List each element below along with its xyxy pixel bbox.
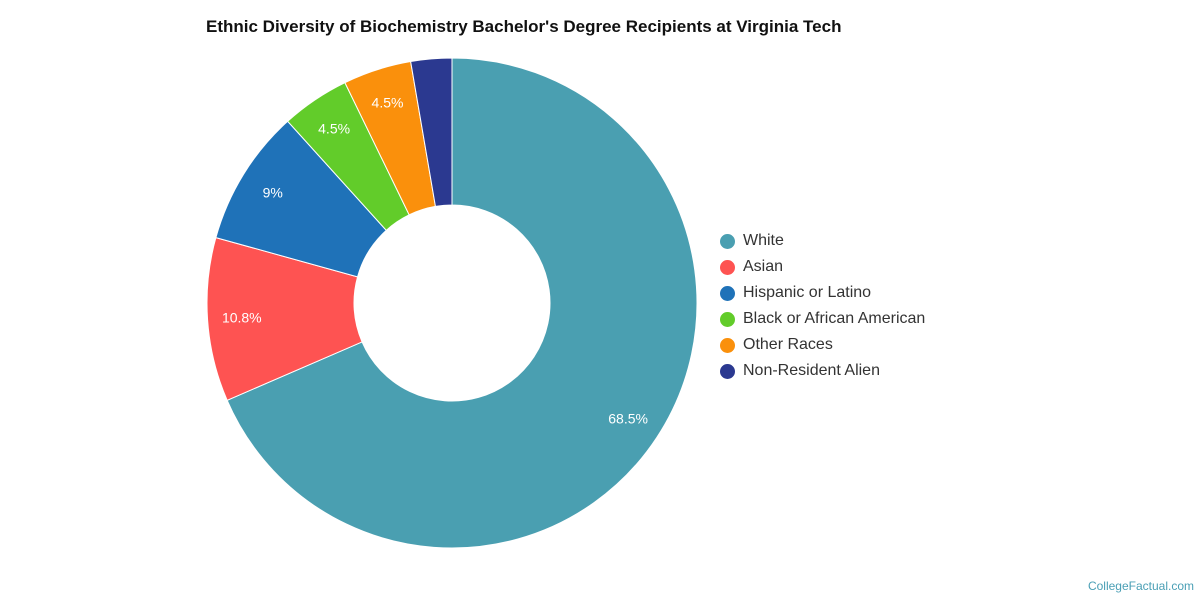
chart-title: Ethnic Diversity of Biochemistry Bachelo… (206, 17, 842, 36)
slice-label-other-races: 4.5% (372, 94, 404, 110)
legend-label: White (743, 232, 784, 249)
legend-label: Hispanic or Latino (743, 284, 872, 301)
legend-item-hispanic-or-latino[interactable]: Hispanic or Latino (720, 280, 925, 306)
legend-swatch (720, 233, 735, 249)
slice-label-black-or-african-american: 4.5% (318, 120, 350, 136)
slice-white[interactable] (226, 57, 698, 549)
legend-label: Other Races (743, 336, 833, 353)
slice-non-resident-alien[interactable] (410, 57, 453, 207)
legend-label: Asian (743, 258, 784, 275)
slice-label-hispanic-or-latino: 9% (263, 184, 283, 200)
legend-item-asian[interactable]: Asian (720, 254, 925, 280)
legend-item-white[interactable]: White (720, 228, 925, 254)
legend-item-other-races[interactable]: Other Races (720, 332, 925, 358)
legend-swatch (720, 363, 735, 379)
donut-chart: 68.5% 10.8% 9% 4.5% 4.5% (206, 57, 698, 549)
legend-swatch (720, 337, 735, 353)
legend-swatch (720, 311, 735, 327)
legend-item-non-resident-alien[interactable]: Non-Resident Alien (720, 358, 925, 384)
legend-swatch (720, 285, 735, 301)
slice-label-asian: 10.8% (222, 310, 262, 326)
source-credit[interactable]: CollegeFactual.com (1087, 579, 1194, 593)
legend-swatch (720, 259, 735, 275)
slice-label-white: 68.5% (608, 411, 648, 427)
chart-legend: White Asian Hispanic or Latino Black or Afr… (720, 228, 925, 384)
legend-item-black-or-african-american[interactable]: Black or African American (720, 306, 925, 332)
legend-label: Black or African American (743, 310, 926, 327)
legend-label: Non-Resident Alien (743, 362, 880, 379)
